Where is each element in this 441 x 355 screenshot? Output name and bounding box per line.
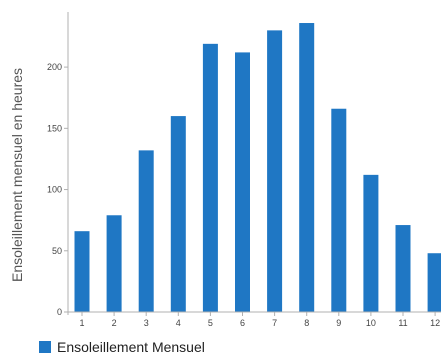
- bar: [363, 174, 379, 312]
- x-axis: 1 2 3 4 5 6 7 8 9 10 11 12: [68, 311, 441, 328]
- x-tick-label: 1: [79, 318, 84, 328]
- x-tick-label: 8: [304, 318, 309, 328]
- bar: [106, 215, 122, 312]
- bar: [138, 150, 154, 312]
- bar: [267, 30, 283, 313]
- bar: [395, 225, 411, 312]
- x-tick-label: 9: [336, 318, 341, 328]
- y-axis: 0 50 100 150 200: [47, 12, 69, 317]
- y-tick-label: 150: [47, 123, 62, 133]
- x-tick-label: 5: [208, 318, 213, 328]
- x-tick-label: 12: [430, 318, 440, 328]
- legend-label: Ensoleillement Mensuel: [57, 339, 205, 355]
- y-tick-label: 50: [52, 246, 62, 256]
- bars: [74, 23, 441, 313]
- x-tick-label: 2: [112, 318, 117, 328]
- x-tick-label: 10: [366, 318, 376, 328]
- bar: [299, 23, 315, 312]
- y-axis-label: Ensoleillement mensuel en heures: [9, 68, 25, 282]
- y-tick-label: 200: [47, 62, 62, 72]
- bar: [331, 108, 347, 312]
- x-tick-label: 11: [398, 318, 407, 328]
- x-tick-label: 4: [176, 318, 181, 328]
- legend: Ensoleillement Mensuel: [39, 339, 205, 355]
- bar: [74, 231, 90, 312]
- bar: [427, 253, 441, 312]
- bar: [202, 43, 218, 313]
- legend-swatch: [39, 341, 51, 353]
- bar: [170, 116, 186, 312]
- y-tick-label: 100: [47, 185, 62, 195]
- y-tick-label: 0: [57, 307, 62, 317]
- x-tick-label: 3: [144, 318, 149, 328]
- x-tick-label: 6: [240, 318, 245, 328]
- x-tick-label: 7: [272, 318, 277, 328]
- bar: [235, 52, 250, 312]
